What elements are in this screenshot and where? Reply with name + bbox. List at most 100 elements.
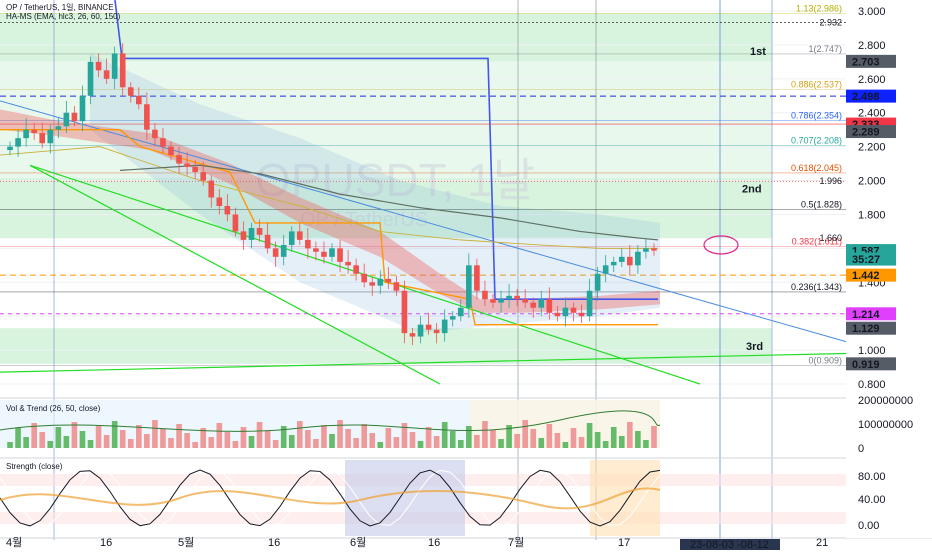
candle-body xyxy=(232,214,239,232)
candle-body xyxy=(305,239,311,249)
volume-bar xyxy=(111,421,118,448)
price-box-label: 2.289 xyxy=(852,127,880,139)
candle-body xyxy=(441,319,448,334)
candle-body xyxy=(272,248,279,257)
candle-body xyxy=(103,70,110,79)
candle-body xyxy=(224,205,231,215)
volume-bar xyxy=(232,441,239,448)
price-box-label: 1.129 xyxy=(852,323,880,335)
volume-bar xyxy=(160,429,166,448)
volume-bar xyxy=(23,437,29,448)
strength-line xyxy=(0,469,661,527)
volume-bar xyxy=(546,424,553,448)
price-axis-label: 2.800 xyxy=(858,40,886,52)
price-box xyxy=(846,268,896,282)
time-axis-label: 6월 xyxy=(350,536,366,549)
volume-pane-title: Vol & Trend (26, 50, close) xyxy=(6,404,101,413)
volume-bar xyxy=(578,437,585,448)
price-box xyxy=(846,89,896,103)
price-box-label: 2.498 xyxy=(852,91,880,103)
candle-body xyxy=(111,53,118,79)
date-range-badge xyxy=(680,539,780,550)
volume-bar xyxy=(329,434,335,448)
volume-bar xyxy=(119,430,126,448)
volume-bar xyxy=(635,431,641,448)
candle-body xyxy=(119,53,126,88)
volume-bar xyxy=(264,431,271,448)
fib-label: 1.13(2.986) xyxy=(796,3,842,13)
zone-label-3rd: 3rd xyxy=(746,341,763,353)
fib-label: 0.618(2.045) xyxy=(791,163,842,173)
volume-bar xyxy=(216,423,223,448)
volume-bar xyxy=(570,428,577,448)
candle-body xyxy=(546,299,553,313)
candle-body xyxy=(506,295,512,300)
candle-body xyxy=(329,248,335,257)
volume-bar xyxy=(240,427,247,448)
candle-body xyxy=(23,129,29,139)
volume-bar xyxy=(7,442,13,448)
volume-bar xyxy=(530,429,537,448)
zone-label-1st: 1st xyxy=(750,46,766,58)
volume-bar xyxy=(409,432,416,448)
candle-body xyxy=(514,295,520,300)
yellow-line xyxy=(0,146,658,249)
price-axis-label: 2.200 xyxy=(858,142,886,154)
fib-label: 0(0.909) xyxy=(808,356,842,366)
strength-axis-label: 80.00 xyxy=(858,471,886,483)
price-box xyxy=(846,307,896,321)
candle-body xyxy=(361,273,368,283)
candle-body xyxy=(417,324,424,337)
fib-label: 1(2.747) xyxy=(808,44,842,54)
volume-bar xyxy=(95,426,102,448)
volume-axis-label: 100000000 xyxy=(858,419,913,431)
candle-body xyxy=(627,256,633,266)
time-axis-label: 4월 xyxy=(6,536,22,549)
candle-body xyxy=(39,133,46,144)
candle-body xyxy=(433,329,440,334)
price-box xyxy=(846,357,896,371)
volume-bar xyxy=(393,437,400,448)
volume-bar xyxy=(280,426,287,448)
candle-body xyxy=(15,138,21,147)
candle-body xyxy=(401,290,408,334)
volume-bar xyxy=(538,438,545,448)
candle-body xyxy=(31,129,37,134)
candle-body xyxy=(192,166,198,173)
strength-highlight xyxy=(590,460,660,536)
candle-body xyxy=(152,129,158,139)
side-price-label: 2.932 xyxy=(819,18,842,28)
volume-bar xyxy=(63,436,70,448)
fib-label: 0.5(1.828) xyxy=(801,200,842,210)
candle-body xyxy=(651,248,657,251)
candle-body xyxy=(144,104,150,130)
candle-body xyxy=(635,251,641,266)
candle-body xyxy=(610,261,617,266)
candle-body xyxy=(248,228,255,240)
candle-body xyxy=(377,278,384,286)
ema-ribbon xyxy=(0,109,660,313)
volume-bar xyxy=(135,425,142,448)
price-axis-label: 2.400 xyxy=(858,108,886,120)
candle-body xyxy=(482,290,488,300)
volume-bar xyxy=(47,441,54,448)
time-axis-label: 16 xyxy=(100,537,112,549)
volume-bar xyxy=(192,442,198,448)
candle-body xyxy=(321,251,327,257)
candle-body xyxy=(594,273,601,291)
candle-body xyxy=(184,163,190,167)
volume-bar xyxy=(15,428,21,448)
candle-body xyxy=(522,299,529,303)
candle-body xyxy=(562,307,569,317)
candle-body xyxy=(578,312,585,317)
zone-3rd xyxy=(0,328,772,364)
volume-bar xyxy=(627,422,633,448)
candle-body xyxy=(47,129,54,144)
candle-body xyxy=(570,307,577,313)
candle-body xyxy=(554,312,561,317)
candle-body xyxy=(393,282,400,291)
volume-bar xyxy=(466,426,472,448)
candle-body xyxy=(63,112,70,127)
volume-bar xyxy=(433,436,440,448)
